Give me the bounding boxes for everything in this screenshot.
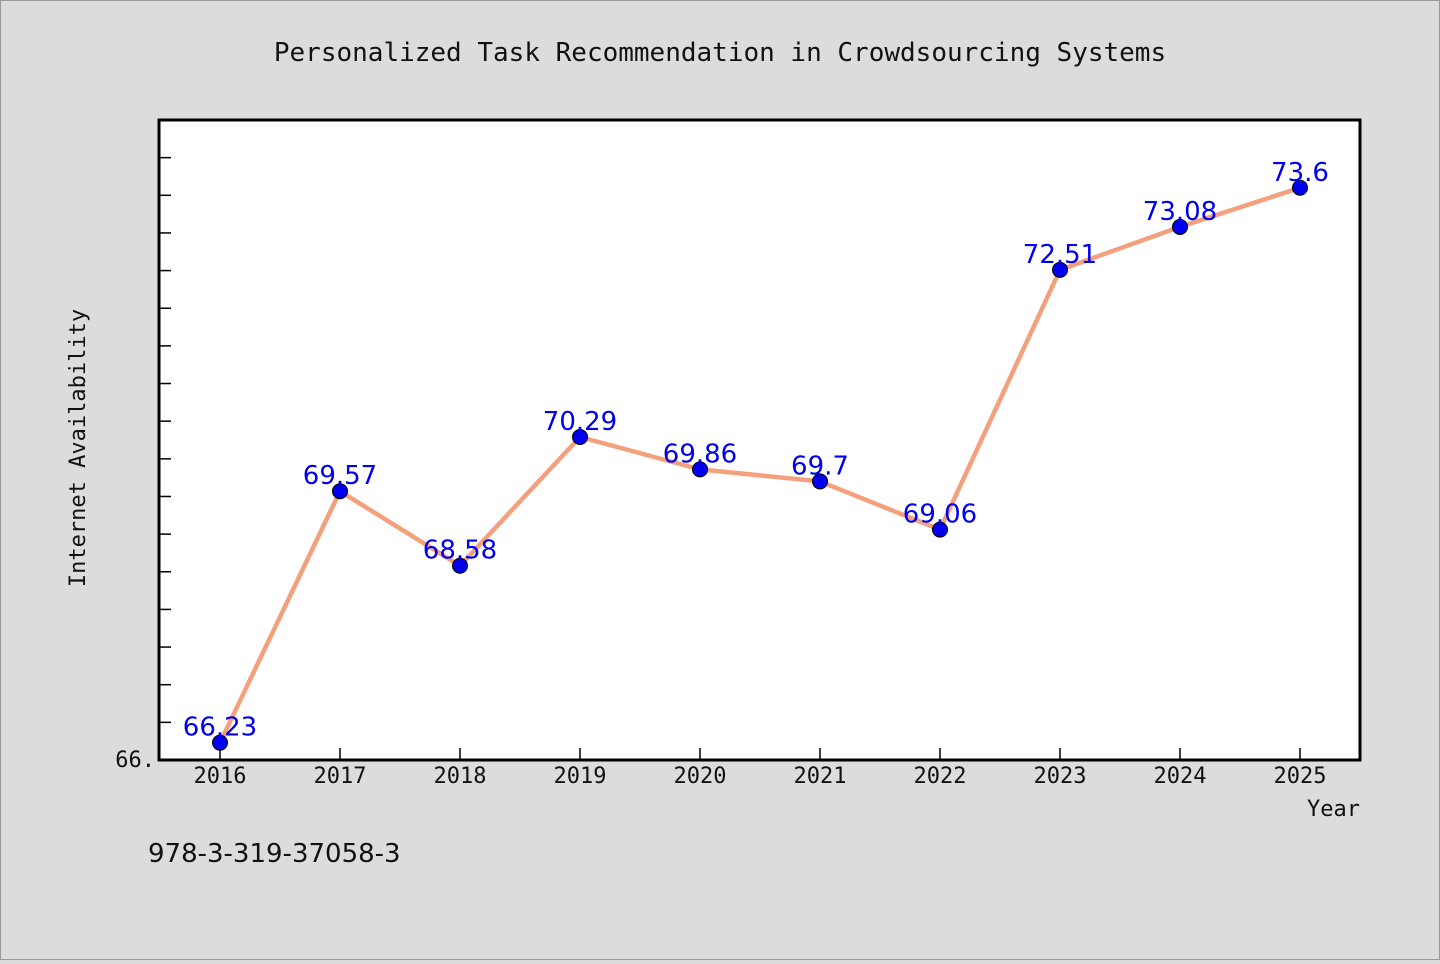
- y-axis-ticks: [159, 156, 171, 724]
- y-axis-label: Internet Availability: [66, 309, 91, 587]
- data-label: 73.08: [1143, 197, 1217, 227]
- x-tick-label: 2020: [674, 764, 727, 789]
- chart-title: Personalized Task Recommendation in Crow…: [274, 38, 1166, 68]
- data-label: 69.86: [663, 439, 737, 469]
- x-tick-label: 2021: [794, 764, 847, 789]
- data-label: 69.7: [791, 451, 849, 481]
- data-label: 70.29: [543, 407, 617, 437]
- data-point: [1052, 261, 1068, 278]
- x-tick-label: 2016: [194, 764, 247, 789]
- data-label: 69.06: [903, 500, 977, 530]
- data-point: [212, 734, 228, 751]
- data-point: [572, 428, 588, 445]
- x-axis-label: Year: [1307, 797, 1360, 822]
- footer-text: 978-3-319-37058-3: [148, 839, 401, 869]
- series-line: [217, 185, 1303, 745]
- data-label: 72.51: [1023, 240, 1097, 270]
- x-axis-ticks: [219, 748, 1301, 760]
- data-label: 73.6: [1271, 158, 1329, 188]
- data-point: [932, 521, 948, 538]
- x-tick-label: 2024: [1154, 764, 1207, 789]
- x-tick-label: 2023: [1034, 764, 1087, 789]
- series-layer: 66.23 69.57 68.58 70.29 69.86 69.7 69.06 72.51 7…: [183, 158, 1329, 751]
- data-label: 68.58: [423, 536, 497, 566]
- data-point: [452, 557, 468, 574]
- plot-area: [157, 118, 1362, 762]
- data-point: [692, 461, 708, 478]
- x-tick-label: 2017: [314, 764, 367, 789]
- data-label: 66.23: [183, 713, 257, 743]
- data-point: [812, 473, 828, 490]
- data-point: [1172, 218, 1188, 235]
- data-label: 69.57: [303, 461, 377, 491]
- x-tick-label: 2019: [554, 764, 607, 789]
- x-axis-tick-labels: 2016 2017 2018 2019 2020 2021 2022 2023 2024 2025: [194, 764, 1327, 789]
- data-point: [332, 483, 348, 500]
- x-tick-label: 2018: [434, 764, 487, 789]
- x-tick-label: 2025: [1274, 764, 1327, 789]
- x-tick-label: 2022: [914, 764, 967, 789]
- y-tick-label: 66.: [115, 748, 155, 773]
- data-point: [1292, 179, 1308, 196]
